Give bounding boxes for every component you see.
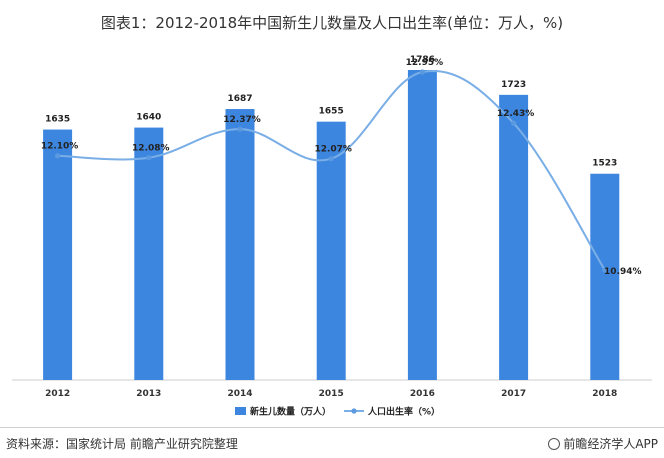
x-tick-label: 2013	[136, 389, 161, 399]
footer: 资料来源：国家统计局 前瞻产业研究院整理 前瞻经济学人APP	[0, 427, 664, 458]
bar-2012	[43, 129, 73, 380]
rate-point-2018	[602, 267, 608, 273]
brand-name: 前瞻经济学人APP	[563, 437, 658, 451]
rate-value-label: 12.10%	[41, 142, 79, 152]
rate-value-label: 12.07%	[314, 145, 352, 155]
bar-value-label: 1523	[592, 159, 617, 169]
bar-value-label: 1640	[136, 113, 161, 123]
legend-bar-label: 新生儿数量（万人）	[250, 406, 331, 418]
bar-2016	[407, 70, 437, 380]
x-tick-label: 2015	[319, 389, 344, 399]
rate-point-2016	[419, 69, 425, 75]
bar-value-label: 1687	[227, 94, 252, 104]
bar-2015	[316, 121, 346, 381]
brand-mark: 前瞻经济学人APP	[548, 435, 658, 452]
brand-logo-icon	[548, 438, 561, 450]
bar-line-chart: 1635 1640 1687 1655 1786 1723 1523 12.10% 12.08%…	[12, 55, 652, 418]
rate-value-label: 12.43%	[497, 109, 535, 119]
bar-2013	[134, 127, 164, 380]
x-tick-label: 2012	[45, 389, 70, 399]
source-note: 资料来源：国家统计局 前瞻产业研究院整理	[6, 437, 238, 451]
rate-value-label: 12.37%	[223, 115, 261, 125]
x-tick-label: 2018	[592, 389, 617, 399]
bar-2017	[499, 94, 529, 381]
rate-point-2012	[55, 153, 61, 159]
rate-point-2014	[237, 126, 243, 132]
rate-value-label: 10.94%	[604, 267, 642, 277]
birth-rate-line	[57, 69, 606, 271]
rate-value-label: 12.08%	[132, 144, 170, 154]
legend-line-label: 人口出生率（%）	[367, 406, 440, 418]
rate-point-2013	[146, 155, 152, 161]
bar-value-label: 1723	[501, 80, 526, 90]
bar-value-label: 1635	[45, 115, 70, 125]
rate-point-2015	[328, 156, 334, 162]
legend-line-marker	[351, 408, 357, 414]
x-tick-label: 2016	[410, 389, 435, 399]
bar-2018	[590, 173, 620, 380]
x-tick-label: 2014	[227, 389, 252, 399]
rate-point-2017	[510, 120, 517, 126]
bar-value-label: 1655	[319, 107, 344, 117]
chart-title: 图表1：2012-2018年中国新生儿数量及人口出生率(单位：万人，%)	[100, 14, 564, 32]
rate-value-label: 12.95%	[406, 58, 444, 68]
bar-2014	[225, 109, 255, 380]
x-tick-label: 2017	[501, 389, 526, 399]
legend-bar-swatch	[235, 407, 246, 415]
bar-value-label: 1786	[410, 55, 435, 65]
